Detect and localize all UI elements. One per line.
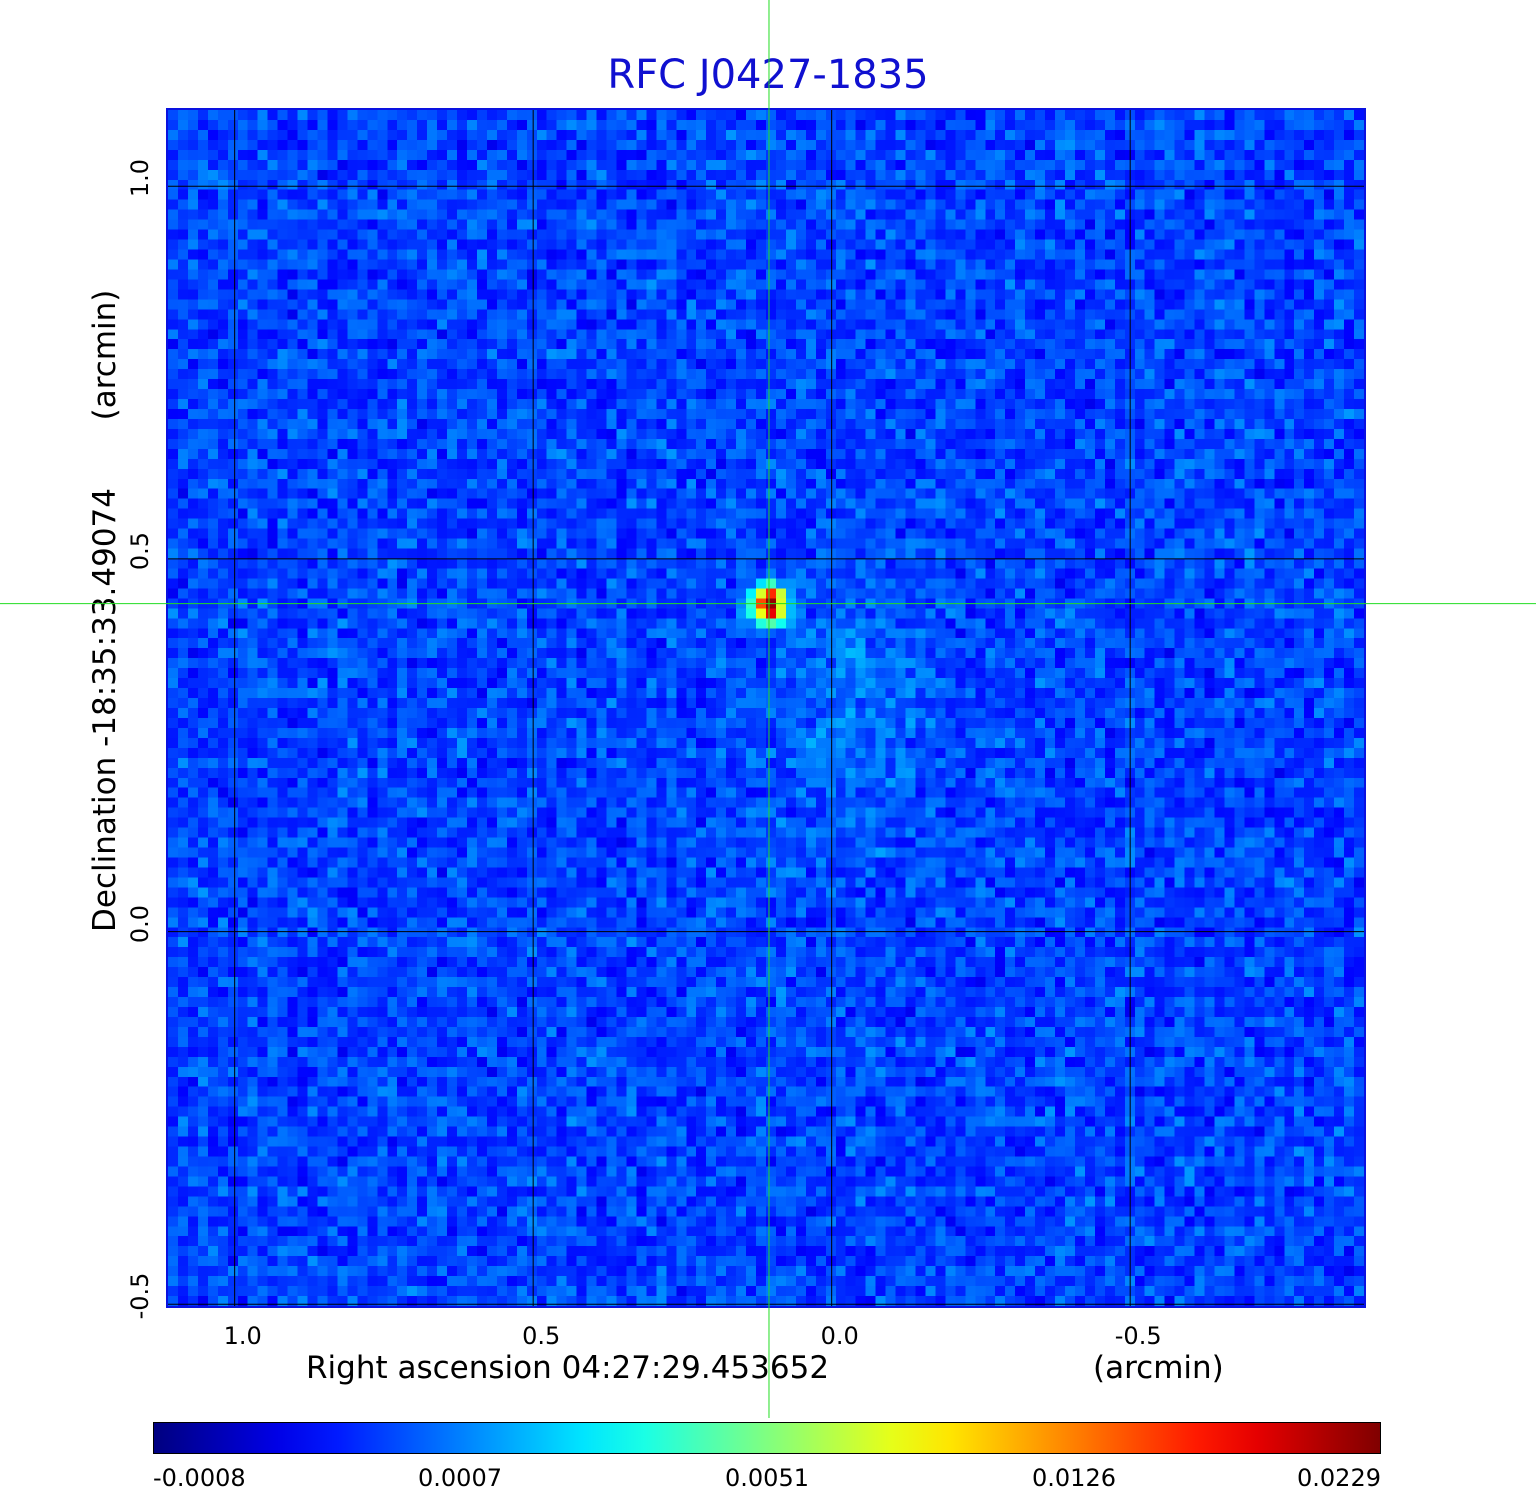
y-tick-label: -0.5: [126, 1272, 154, 1320]
y-axis-label: Declination -18:35:33.49074: [87, 488, 123, 932]
y-tick-label: 0.5: [126, 531, 154, 571]
x-axis-unit: (arcmin): [1093, 1350, 1224, 1386]
y-tick-label: 1.0: [126, 159, 154, 198]
y-axis-unit: (arcmin): [87, 289, 123, 421]
x-tick-label: 0.0: [820, 1322, 859, 1350]
colorbar-tick-label: 0.0007: [418, 1464, 502, 1492]
x-tick-label: 1.0: [223, 1322, 262, 1350]
sky-image-heatmap: [168, 110, 1364, 1306]
colorbar-tick-label: 0.0126: [1032, 1464, 1116, 1492]
x-tick-label: -0.5: [1114, 1322, 1162, 1350]
x-axis-label: Right ascension 04:27:29.453652: [306, 1350, 830, 1386]
colorbar-tick-label: -0.0008: [153, 1464, 246, 1492]
y-tick-label: 0.0: [126, 904, 154, 943]
colorbar: [153, 1422, 1381, 1454]
image-plot-area[interactable]: [166, 108, 1366, 1308]
chart-title: RFC J0427-1835: [607, 52, 929, 98]
coordinate-grid: [168, 110, 1364, 1306]
colorbar-tick-label: 0.0051: [725, 1464, 809, 1492]
x-tick-label: 0.5: [522, 1322, 561, 1350]
colorbar-tick-label: 0.0229: [1297, 1464, 1381, 1492]
